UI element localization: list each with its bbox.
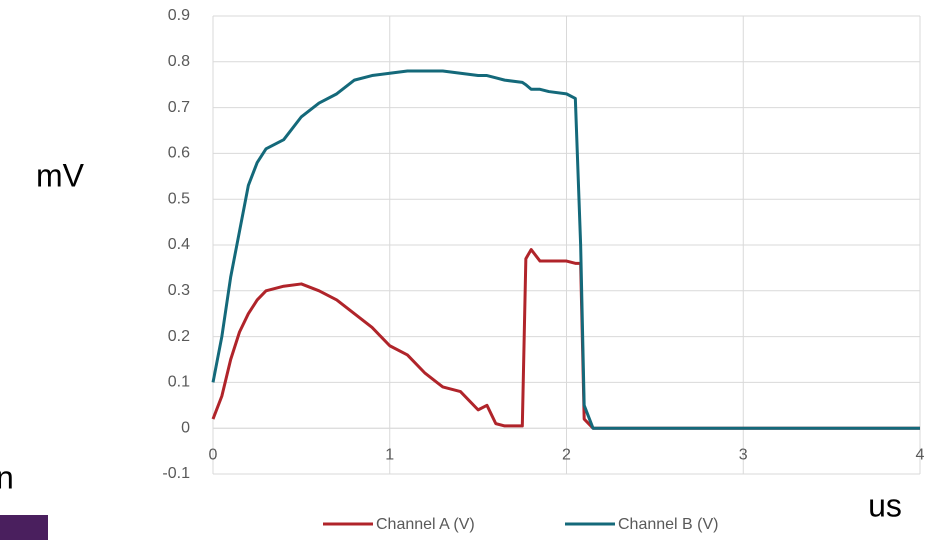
y-tick-label: 0.4 [168,236,190,253]
series-line [211,69,920,430]
x-tick-label: 1 [385,446,394,463]
y-tick-label: 0.7 [168,99,190,116]
y-tick-label: 0.2 [168,328,190,345]
y-tick-label: 0.3 [168,282,190,299]
x-axis-label: us [868,487,902,523]
y-tick-label: 0.6 [168,145,190,162]
x-tick-label: 0 [209,446,218,463]
annotation: n [0,459,14,495]
series-line [211,248,920,430]
cropped-image [0,515,48,540]
x-tick-label: 4 [916,446,925,463]
x-tick-label: 3 [739,446,748,463]
x-tick-label: 2 [562,446,571,463]
y-tick-label: 0 [181,419,190,436]
y-tick-label: 0.8 [168,53,190,70]
y-tick-label: 0.5 [168,190,190,207]
y-tick-label: 0.1 [168,374,190,391]
legend-label: Channel B (V) [618,516,719,533]
y-axis-label: mV [36,157,85,193]
y-tick-label: -0.1 [162,465,190,482]
y-tick-label: 0.9 [168,7,190,24]
legend-label: Channel A (V) [376,516,475,533]
